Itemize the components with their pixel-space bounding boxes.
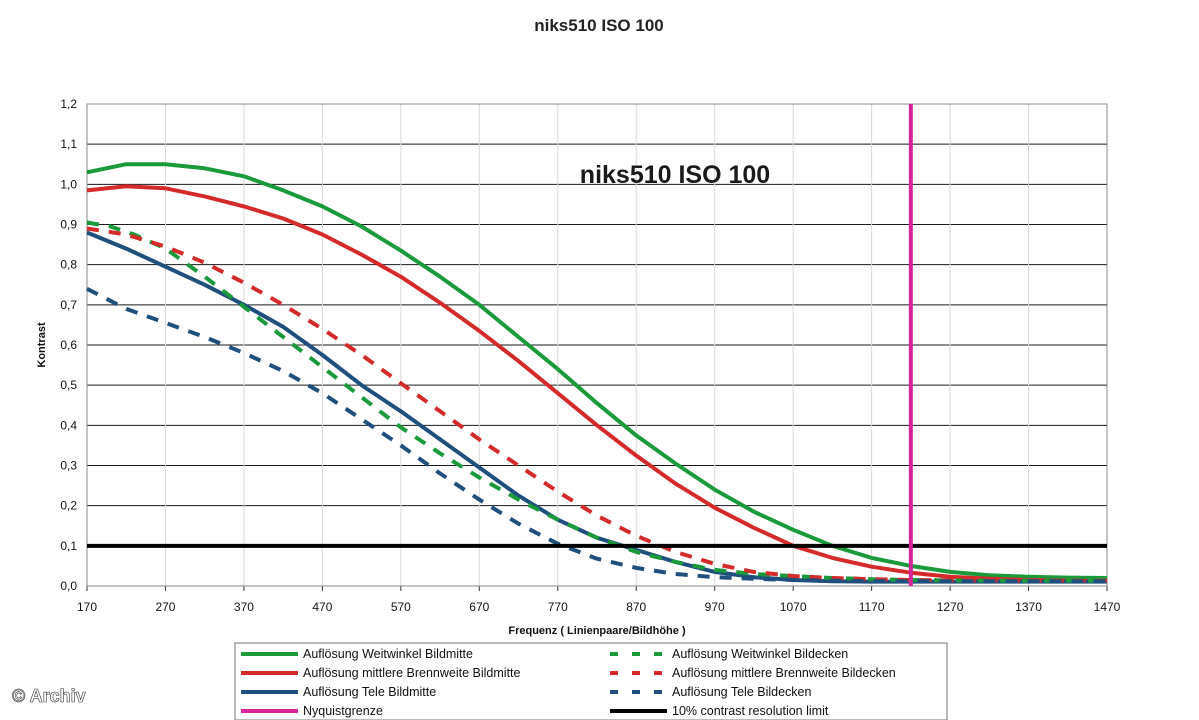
y-tick-label: 0,0 bbox=[60, 579, 77, 593]
series-layer bbox=[86, 162, 1108, 584]
watermark: © Archiv bbox=[12, 686, 86, 706]
y-tick-label: 0,6 bbox=[60, 338, 77, 352]
y-tick-label: 0,9 bbox=[60, 218, 77, 232]
inner-title: niks510 ISO 100 bbox=[580, 161, 770, 189]
y-tick-label: 0,7 bbox=[60, 298, 77, 312]
legend-label: 10% contrast resolution limit bbox=[672, 704, 829, 718]
x-tick-label: 1070 bbox=[780, 600, 807, 614]
series-line bbox=[86, 220, 1107, 583]
y-axis-label: Kontrast bbox=[36, 322, 48, 368]
y-tick-label: 0,4 bbox=[60, 418, 77, 432]
x-tick-label: 1370 bbox=[1015, 600, 1042, 614]
reference-lines bbox=[87, 104, 1107, 586]
y-tick-label: 1,1 bbox=[60, 137, 77, 151]
x-tick-labels: 170 270 370 470 570 670 770 870 970 1070 1170 1270 1… bbox=[77, 600, 1121, 614]
series-line bbox=[86, 184, 1108, 584]
x-tick-label: 270 bbox=[155, 600, 175, 614]
x-tick-label: 970 bbox=[705, 600, 725, 614]
legend-label: Auflösung mittlere Brennweite Bildecken bbox=[672, 666, 896, 680]
x-tick-label: 370 bbox=[234, 600, 254, 614]
y-tick-label: 0,2 bbox=[60, 499, 77, 513]
legend-label: Auflösung Weitwinkel Bildecken bbox=[672, 647, 848, 661]
series-line bbox=[86, 287, 1107, 584]
x-tick-label: 170 bbox=[77, 600, 97, 614]
y-tick-label: 0,8 bbox=[60, 258, 77, 272]
chart-title: niks510 ISO 100 bbox=[534, 16, 663, 35]
x-axis-label: Frequenz ( Linienpaare/Bildhöhe ) bbox=[508, 625, 686, 637]
plot-frame bbox=[86, 103, 1108, 587]
y-tick-label: 1,2 bbox=[60, 97, 77, 111]
x-tick-label: 770 bbox=[548, 600, 568, 614]
series-line bbox=[86, 226, 1107, 583]
legend-box bbox=[234, 642, 948, 720]
legend: Auflösung Weitwinkel Bildmitte Auflösung … bbox=[234, 642, 948, 720]
series-line bbox=[86, 230, 1107, 584]
x-tick-label: 670 bbox=[469, 600, 489, 614]
y-tick-label: 0,5 bbox=[60, 378, 77, 392]
legend-label: Nyquistgrenze bbox=[303, 704, 383, 718]
x-tick-label: 1470 bbox=[1094, 600, 1121, 614]
y-tick-labels: 0,0 0,1 0,2 0,3 0,4 0,5 0,6 0,7 0,8 0,9 1,0 1,1 1,2 bbox=[60, 97, 77, 593]
x-tick-label: 1170 bbox=[859, 600, 885, 614]
x-tick-label: 570 bbox=[391, 600, 411, 614]
legend-label: Auflösung Tele Bildecken bbox=[672, 685, 811, 699]
x-tick-label: 1270 bbox=[937, 600, 964, 614]
legend-label: Auflösung mittlere Brennweite Bildmitte bbox=[303, 666, 521, 680]
y-tick-label: 0,1 bbox=[60, 539, 77, 553]
x-tick-label: 870 bbox=[626, 600, 646, 614]
x-tick-label: 470 bbox=[312, 600, 332, 614]
y-tick-label: 0,3 bbox=[60, 459, 77, 473]
legend-label: Auflösung Weitwinkel Bildmitte bbox=[303, 647, 473, 661]
series-line bbox=[86, 162, 1108, 580]
legend-label: Auflösung Tele Bildmitte bbox=[303, 685, 436, 699]
y-tick-label: 1,0 bbox=[60, 177, 77, 191]
